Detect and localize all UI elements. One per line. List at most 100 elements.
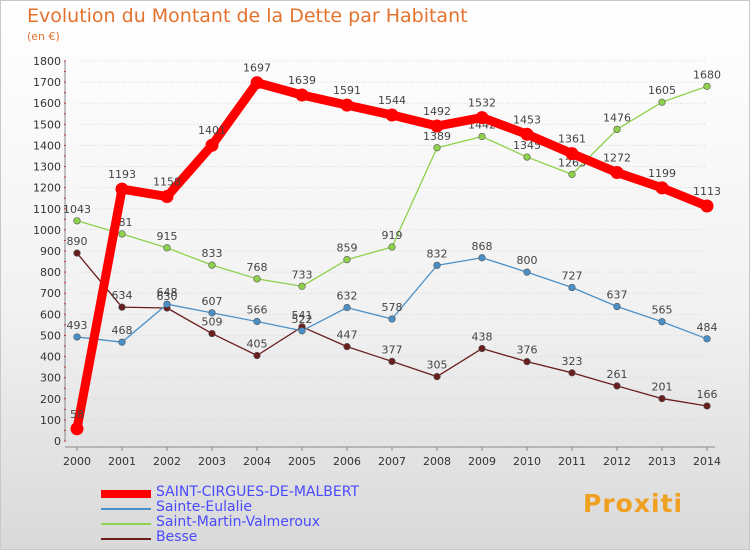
proxiti-logo[interactable]: Proxiti xyxy=(583,489,683,518)
x-tick-label: 2005 xyxy=(288,455,316,468)
data-label: 522 xyxy=(292,313,313,326)
data-point xyxy=(388,357,396,366)
data-label: 58 xyxy=(70,408,84,421)
chart-legend: SAINT-CIRGUES-DE-MALBERT Sainte-Eulalie … xyxy=(101,484,421,546)
data-point xyxy=(163,244,171,252)
data-point xyxy=(613,125,621,133)
data-point xyxy=(253,275,261,283)
data-point xyxy=(568,170,576,178)
data-point xyxy=(163,300,171,308)
data-label: 637 xyxy=(607,289,628,302)
data-label: 1401 xyxy=(198,124,226,137)
legend-item-besse[interactable]: Besse xyxy=(101,529,421,546)
legend-item-saint-cirgues[interactable]: SAINT-CIRGUES-DE-MALBERT xyxy=(101,484,421,501)
data-point xyxy=(475,111,489,125)
data-label: 1113 xyxy=(693,185,721,198)
data-point xyxy=(73,249,81,257)
x-tick-label: 2010 xyxy=(513,455,541,468)
y-tick-label: 900 xyxy=(40,245,61,258)
x-tick-label: 2013 xyxy=(648,455,676,468)
data-point xyxy=(250,76,264,90)
data-point xyxy=(703,402,711,410)
data-label: 405 xyxy=(247,338,268,351)
data-point xyxy=(568,369,576,377)
data-label: 768 xyxy=(247,261,268,274)
data-label: 1591 xyxy=(333,84,361,97)
data-label: 915 xyxy=(157,230,178,243)
data-point xyxy=(703,335,711,343)
legend-label: Besse xyxy=(156,529,198,545)
data-point xyxy=(388,315,396,323)
data-label: 201 xyxy=(652,381,673,394)
x-tick-label: 2014 xyxy=(693,455,721,468)
x-tick-label: 2012 xyxy=(603,455,631,468)
legend-swatch xyxy=(101,490,151,498)
data-point xyxy=(160,190,174,204)
y-tick-label: 300 xyxy=(40,372,61,385)
data-label: 1272 xyxy=(603,151,631,164)
data-label: 607 xyxy=(202,295,223,308)
y-tick-label: 100 xyxy=(40,414,61,427)
data-point xyxy=(658,318,666,326)
data-label: 1199 xyxy=(648,167,676,180)
legend-swatch xyxy=(101,523,151,525)
data-label: 1544 xyxy=(378,94,406,107)
data-label: 566 xyxy=(247,304,268,317)
data-point xyxy=(523,358,531,366)
data-point xyxy=(523,268,531,276)
data-label: 261 xyxy=(607,368,628,381)
chart-unit-label: (en €) xyxy=(27,30,60,43)
data-label: 733 xyxy=(292,268,313,281)
x-tick-label: 2011 xyxy=(558,455,586,468)
data-point xyxy=(118,338,126,346)
x-tick-label: 2009 xyxy=(468,455,496,468)
data-label: 438 xyxy=(472,331,493,344)
y-tick-label: 1400 xyxy=(33,139,61,152)
data-label: 1639 xyxy=(288,74,316,87)
y-tick-label: 700 xyxy=(40,287,61,300)
data-point xyxy=(658,98,666,106)
data-label: 565 xyxy=(652,304,673,317)
data-point xyxy=(208,329,216,338)
legend-label: SAINT-CIRGUES-DE-MALBERT xyxy=(156,484,359,500)
legend-label: Saint-Martin-Valmeroux xyxy=(156,514,321,530)
data-label: 890 xyxy=(67,235,88,248)
x-tick-label: 2006 xyxy=(333,455,361,468)
data-label: 1453 xyxy=(513,113,541,126)
x-tick-label: 2004 xyxy=(243,455,271,468)
y-tick-label: 600 xyxy=(40,308,61,321)
x-tick-label: 2000 xyxy=(63,455,91,468)
data-point xyxy=(73,333,81,341)
data-point xyxy=(433,261,441,269)
legend-item-sainte-eulalie[interactable]: Sainte-Eulalie xyxy=(101,499,421,516)
y-tick-label: 0 xyxy=(54,435,61,448)
y-tick-label: 1100 xyxy=(33,203,61,216)
legend-item-saint-martin-valmeroux[interactable]: Saint-Martin-Valmeroux xyxy=(101,514,421,531)
data-point xyxy=(298,282,306,290)
data-point xyxy=(388,243,396,251)
y-tick-label: 1800 xyxy=(33,55,61,68)
data-label: 1532 xyxy=(468,97,496,110)
y-tick-label: 200 xyxy=(40,393,61,406)
data-label: 1043 xyxy=(63,203,91,216)
data-point xyxy=(433,144,441,152)
data-label: 1193 xyxy=(108,168,136,181)
data-label: 1492 xyxy=(423,105,451,118)
data-point xyxy=(118,303,126,311)
x-tick-label: 2007 xyxy=(378,455,406,468)
data-point xyxy=(73,217,81,225)
data-label: 447 xyxy=(337,329,358,342)
data-label: 648 xyxy=(157,286,178,299)
data-label: 1476 xyxy=(603,111,631,124)
data-point xyxy=(115,182,129,196)
data-label: 634 xyxy=(112,289,133,302)
legend-label: Sainte-Eulalie xyxy=(156,499,252,515)
data-label: 541 xyxy=(292,309,313,322)
x-tick-label: 2002 xyxy=(153,455,181,468)
y-tick-label: 1600 xyxy=(33,97,61,110)
data-label: 484 xyxy=(697,321,718,334)
data-point xyxy=(253,351,261,360)
y-tick-label: 500 xyxy=(40,329,61,342)
data-point xyxy=(523,153,531,161)
